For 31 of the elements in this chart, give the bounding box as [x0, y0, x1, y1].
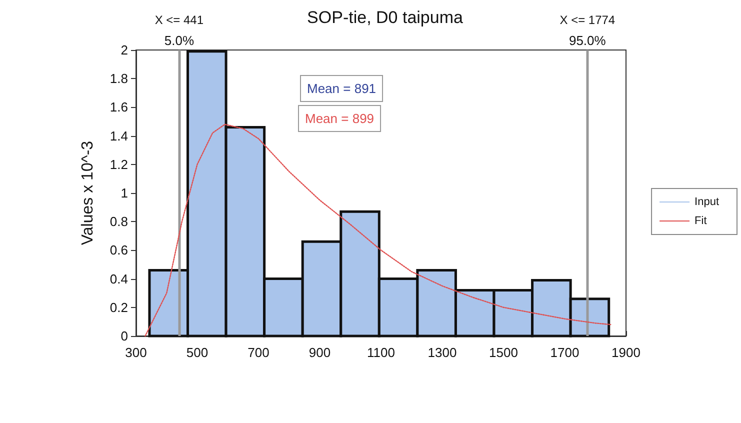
y-tick-label: 1.8	[110, 71, 128, 86]
x-tick-label: 1300	[428, 345, 457, 360]
x-tick-label: 1900	[612, 345, 640, 360]
ref-line-label: X <= 441	[154, 13, 204, 27]
line-series	[144, 124, 612, 337]
x-tick-label: 1500	[489, 345, 518, 360]
annotation: Mean = 899	[305, 111, 374, 126]
y-tick-label: 2	[120, 42, 128, 58]
x-tick-label: 500	[186, 345, 208, 360]
legend-label: Input	[694, 196, 720, 208]
y-tick-label: 0	[120, 328, 128, 344]
legend-label: Fit	[694, 215, 707, 227]
x-tick-label: 1100	[367, 345, 395, 360]
ref-line-label: X <= 1774	[560, 13, 616, 27]
chart-title: SOP-tie, D0 taipuma	[307, 8, 464, 27]
y-tick-label: 0.4	[110, 271, 128, 286]
y-tick-label: 0.8	[110, 214, 128, 230]
annotation: Mean = 891	[307, 81, 376, 96]
annotation: 5.0%	[164, 33, 194, 48]
y-tick-label: 0.6	[110, 242, 128, 258]
x-tick-label: 900	[308, 345, 331, 360]
x-tick-label: 300	[125, 345, 147, 360]
y-axis-title: Values x 10^-3	[80, 140, 96, 246]
y-tick-label: 0.2	[110, 300, 128, 315]
y-tick-label: 1.2	[110, 156, 128, 172]
y-tick-label: 1.6	[110, 100, 128, 115]
x-tick-label: 1700	[550, 345, 580, 360]
y-tick-label: 1.4	[110, 128, 128, 144]
y-tick-label: 1	[120, 186, 128, 200]
annotation: 95.0%	[568, 33, 606, 48]
x-tick-label: 700	[248, 345, 270, 360]
